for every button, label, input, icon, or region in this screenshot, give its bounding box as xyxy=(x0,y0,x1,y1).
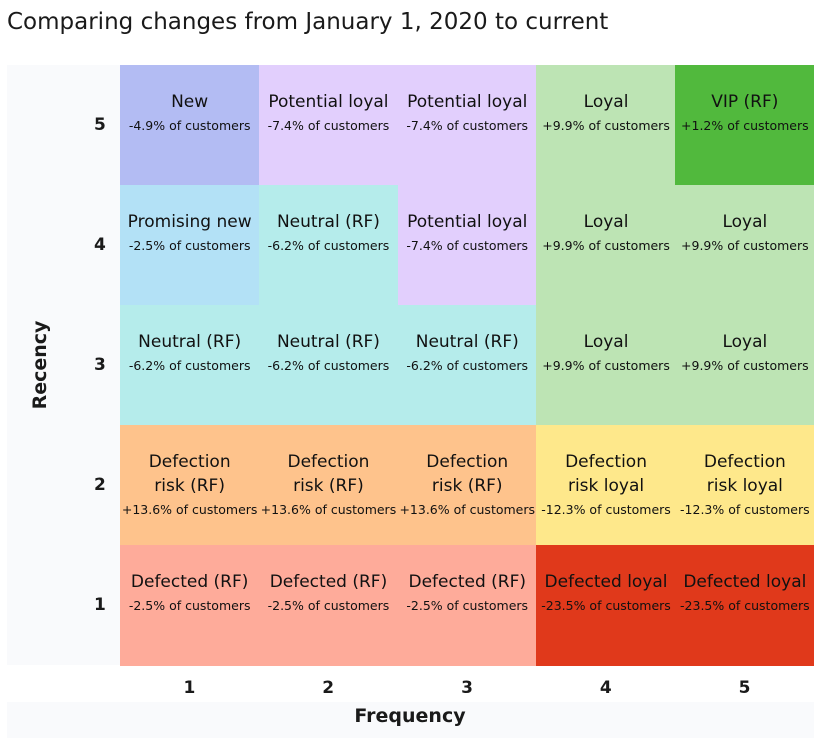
change-label: -6.2% of customers xyxy=(267,358,390,373)
change-label: +13.6% of customers xyxy=(121,502,258,517)
segment-label: Loyal xyxy=(583,92,629,112)
heatmap-cell: Loyal +9.9% of customers xyxy=(675,305,815,426)
chart-title: Comparing changes from January 1, 2020 t… xyxy=(7,9,609,35)
change-label: +9.9% of customers xyxy=(542,238,670,253)
segment-label: Defection risk loyal xyxy=(565,452,647,496)
segment-label: Potential loyal xyxy=(268,92,389,112)
heatmap-cell: New -4.9% of customers xyxy=(120,65,260,186)
segment-label: Defection risk loyal xyxy=(703,452,786,496)
segment-label: New xyxy=(171,92,209,112)
segment-label: Defected loyal xyxy=(683,572,807,592)
change-label: +9.9% of customers xyxy=(542,358,670,373)
change-label: -12.3% of customers xyxy=(541,502,671,517)
segment-label: Loyal xyxy=(722,332,768,352)
heatmap-cell: Neutral (RF) -6.2% of customers xyxy=(397,305,537,426)
change-label: -7.4% of customers xyxy=(267,118,390,133)
change-label: +13.6% of customers xyxy=(260,502,397,517)
heatmap-cell: Loyal +9.9% of customers xyxy=(536,185,676,306)
x-tick-label: 2 xyxy=(322,678,335,698)
segment-label: Loyal xyxy=(722,212,768,232)
change-label: +9.9% of customers xyxy=(681,238,809,253)
change-label: -6.2% of customers xyxy=(128,358,251,373)
heatmap-cell: Defected (RF) -2.5% of customers xyxy=(120,545,260,666)
heatmap-cell: Loyal +9.9% of customers xyxy=(536,65,676,186)
x-tick-label: 5 xyxy=(738,678,751,698)
segment-label: Loyal xyxy=(583,332,629,352)
segment-label: VIP (RF) xyxy=(711,92,779,112)
change-label: -6.2% of customers xyxy=(406,358,529,373)
segment-label: Defected (RF) xyxy=(130,572,249,592)
y-tick-label: 1 xyxy=(94,595,106,615)
change-label: +9.9% of customers xyxy=(542,118,670,133)
segment-label: Defected (RF) xyxy=(269,572,388,592)
heatmap-cell: Neutral (RF) -6.2% of customers xyxy=(258,305,399,426)
segment-label: Defected loyal xyxy=(544,572,668,592)
x-tick-label: 4 xyxy=(599,678,612,698)
segment-label: Potential loyal xyxy=(407,212,528,232)
segment-label: Neutral (RF) xyxy=(415,332,519,352)
change-label: -4.9% of customers xyxy=(128,118,251,133)
y-tick-label: 3 xyxy=(94,355,106,375)
segment-label: Neutral (RF) xyxy=(138,332,242,352)
segment-label: Defection risk (RF) xyxy=(426,452,509,496)
heatmap-cell: Potential loyal -7.4% of customers xyxy=(397,185,537,306)
heatmap-cell: Defected (RF) -2.5% of customers xyxy=(258,545,399,666)
x-axis-label: Frequency xyxy=(354,705,466,727)
y-tick-label: 4 xyxy=(94,235,106,255)
x-axis-band xyxy=(7,702,814,738)
heatmap-cell: Neutral (RF) -6.2% of customers xyxy=(120,305,260,426)
change-label: -7.4% of customers xyxy=(406,238,529,253)
heatmap-cell: Defected loyal -23.5% of customers xyxy=(536,545,676,666)
segment-label: Loyal xyxy=(583,212,629,232)
heatmap-cell: Neutral (RF) -6.2% of customers xyxy=(258,185,399,306)
change-label: -2.5% of customers xyxy=(267,598,390,613)
segment-label: Neutral (RF) xyxy=(276,332,380,352)
heatmap-cell: Defection risk (RF) +13.6% of customers xyxy=(258,425,399,546)
segment-label: Potential loyal xyxy=(407,92,528,112)
heatmap-cell: Potential loyal -7.4% of customers xyxy=(397,65,537,186)
y-tick-label: 2 xyxy=(94,475,106,495)
heatmap-cell: Defection risk loyal -12.3% of customers xyxy=(675,425,815,546)
segment-label: Defected (RF) xyxy=(408,572,526,592)
x-tick-label: 3 xyxy=(461,678,473,698)
change-label: -6.2% of customers xyxy=(267,238,390,253)
change-label: +9.9% of customers xyxy=(681,358,809,373)
change-label: -2.5% of customers xyxy=(128,598,251,613)
heatmap-cell: Defection risk (RF) +13.6% of customers xyxy=(120,425,260,546)
change-label: +13.6% of customers xyxy=(399,502,536,517)
heatmap-cell: Promising new -2.5% of customers xyxy=(120,185,260,306)
change-label: -2.5% of customers xyxy=(128,238,251,253)
heatmap-cell: VIP (RF) +1.2% of customers xyxy=(675,65,815,186)
x-tick-label: 1 xyxy=(183,678,196,698)
change-label: -23.5% of customers xyxy=(680,598,810,613)
segment-label: Promising new xyxy=(127,212,252,232)
heatmap-cell: Loyal +9.9% of customers xyxy=(536,305,676,426)
rf-heatmap-grid: New -4.9% of customers Potential loyal -7.4… xyxy=(120,65,815,666)
heatmap-cell: Defection risk loyal -12.3% of customers xyxy=(536,425,676,546)
change-label: -7.4% of customers xyxy=(406,118,529,133)
change-label: -2.5% of customers xyxy=(406,598,529,613)
heatmap-cell: Defection risk (RF) +13.6% of customers xyxy=(397,425,537,546)
segment-label: Defection risk (RF) xyxy=(148,452,231,496)
y-axis-band xyxy=(7,65,120,665)
heatmap-cell: Loyal +9.9% of customers xyxy=(675,185,815,306)
heatmap-cell: Defected loyal -23.5% of customers xyxy=(675,545,815,666)
change-label: +1.2% of customers xyxy=(681,118,809,133)
heatmap-cell: Defected (RF) -2.5% of customers xyxy=(397,545,537,666)
y-axis-label: Recency xyxy=(29,320,51,410)
y-tick-label: 5 xyxy=(94,115,106,135)
change-label: -23.5% of customers xyxy=(541,598,671,613)
change-label: -12.3% of customers xyxy=(680,502,810,517)
segment-label: Neutral (RF) xyxy=(276,212,380,232)
heatmap-cell: Potential loyal -7.4% of customers xyxy=(258,65,399,186)
segment-label: Defection risk (RF) xyxy=(287,452,370,496)
